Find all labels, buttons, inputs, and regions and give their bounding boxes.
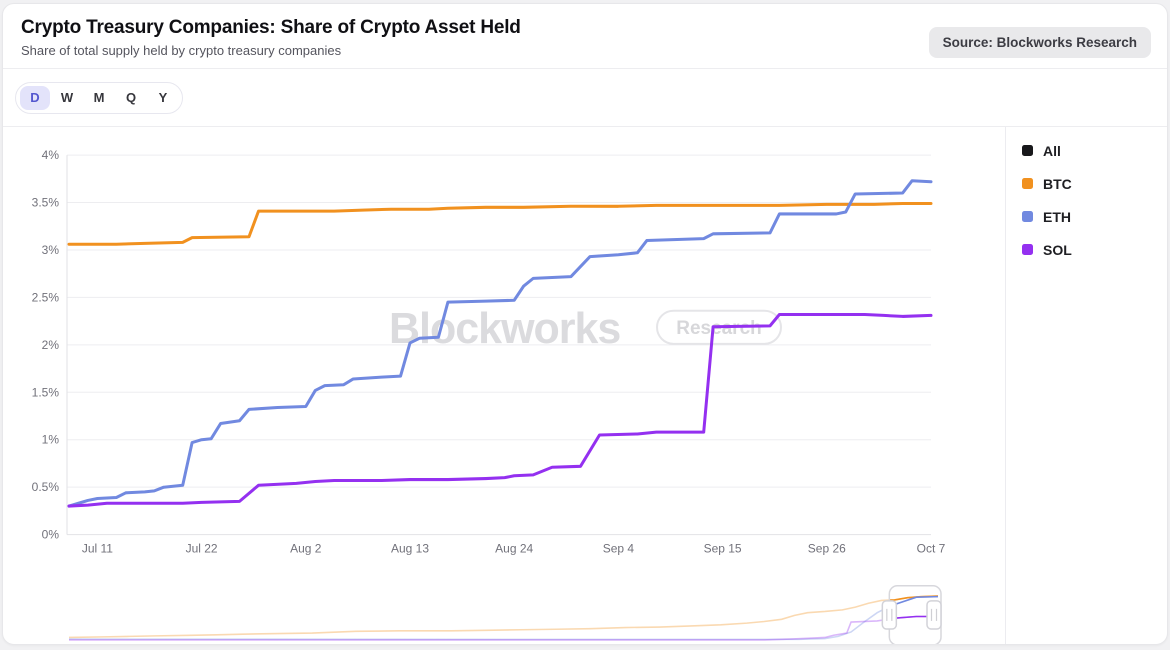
series-line-sol (67, 313, 933, 508)
x-tick-label: Aug 24 (495, 542, 533, 556)
y-tick-label: 4% (42, 148, 60, 162)
x-tick-label: Jul 11 (82, 542, 113, 556)
y-tick-label: 0.5% (32, 480, 60, 494)
x-tick-label: Sep 26 (808, 542, 846, 556)
navigator-line-selected-sol (889, 615, 938, 620)
y-tick-label: 2.5% (32, 290, 60, 304)
legend-swatch-icon (1022, 178, 1033, 189)
y-tick-label: 3% (42, 243, 60, 257)
legend-label: SOL (1043, 241, 1072, 258)
range-button-d[interactable]: D (20, 85, 50, 110)
legend-swatch-icon (1022, 145, 1033, 156)
navigator-handle-right[interactable] (926, 600, 942, 630)
chart-card: Crypto Treasury Companies: Share of Cryp… (2, 3, 1168, 645)
chart-svg: 0% 0.5% 1% 1.5% 2% 2.5% 3% 3.5% 4% Jul 11 Jul 22 Au… (32, 148, 946, 644)
y-tick-label: 1.5% (32, 385, 60, 399)
navigator-line-sol (69, 615, 938, 641)
page-subtitle: Share of total supply held by crypto tre… (21, 43, 342, 58)
watermark-badge: Research (676, 318, 761, 339)
navigator-handle-left[interactable] (881, 600, 898, 630)
navigator-line-selected-eth (889, 595, 939, 608)
x-tick-label: Jul 22 (186, 542, 218, 556)
legend-label: BTC (1043, 175, 1072, 192)
legend-item-sol[interactable]: SOL (1022, 233, 1167, 266)
chart-main: 0% 0.5% 1% 1.5% 2% 2.5% 3% 3.5% 4% Jul 11 Jul 22 Au… (3, 127, 1167, 644)
legend-swatch-icon (1022, 211, 1033, 222)
y-tick-label: 3.5% (32, 196, 60, 210)
range-button-q[interactable]: Q (116, 86, 146, 110)
x-tick-label: Sep 4 (603, 542, 635, 556)
page-title: Crypto Treasury Companies: Share of Cryp… (21, 17, 521, 38)
range-button-y[interactable]: Y (148, 86, 178, 110)
range-button-w[interactable]: W (52, 86, 82, 110)
x-tick-label: Aug 13 (391, 542, 429, 556)
range-button-m[interactable]: M (84, 86, 114, 110)
x-tick-label: Sep 15 (704, 542, 742, 556)
plot-area[interactable] (67, 155, 931, 534)
watermark: Blockworks Research (389, 305, 782, 353)
chart-panel: 0% 0.5% 1% 1.5% 2% 2.5% 3% 3.5% 4% Jul 11 Jul 22 Au… (3, 127, 1005, 644)
legend-swatch-icon (1022, 244, 1033, 255)
legend-item-btc[interactable]: BTC (1022, 167, 1167, 200)
y-tick-label: 2% (42, 338, 60, 352)
series-line-eth (67, 179, 933, 508)
navigator-line-eth (68, 595, 939, 641)
legend: All BTC ETH SOL (1005, 127, 1167, 644)
y-tick-label: 0% (42, 528, 60, 542)
legend-item-eth[interactable]: ETH (1022, 200, 1167, 233)
watermark-pill (656, 309, 782, 345)
series-line-btc (67, 201, 933, 246)
navigator[interactable] (68, 585, 942, 644)
navigator-line-selected-btc (889, 595, 939, 601)
handle-grip (881, 600, 898, 630)
legend-item-all[interactable]: All (1022, 134, 1167, 167)
handle-grip (926, 600, 942, 630)
y-tick-label: 1% (42, 433, 60, 447)
header: Crypto Treasury Companies: Share of Cryp… (3, 4, 1167, 69)
x-tick-label: Oct 7 (917, 542, 946, 556)
watermark-brand: Blockworks (389, 305, 620, 353)
legend-label: ETH (1043, 208, 1071, 225)
source-badge: Source: Blockworks Research (928, 27, 1151, 58)
legend-label: All (1043, 142, 1061, 159)
x-tick-label: Aug 2 (290, 542, 322, 556)
navigator-line-btc (68, 595, 939, 639)
